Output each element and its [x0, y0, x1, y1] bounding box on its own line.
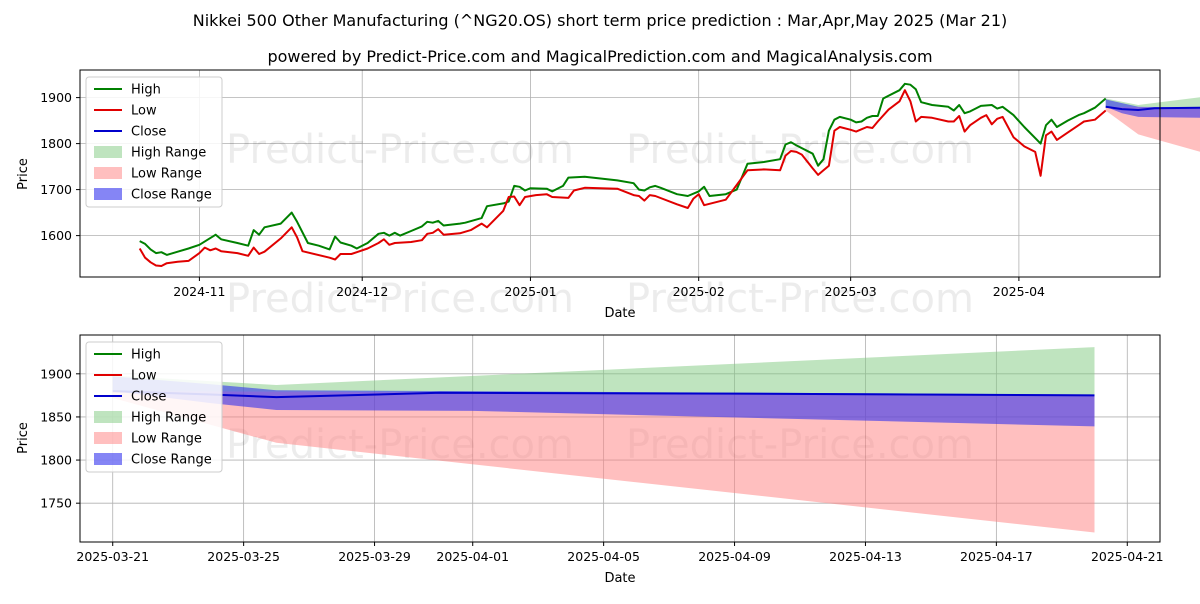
bottom-legend: High Low Close High Range Low Range Close Ran…	[85, 341, 223, 473]
x-tick-label: 2025-04-05	[567, 549, 640, 564]
high-range-band	[112, 347, 1095, 395]
legend-label: Close	[131, 390, 166, 405]
x-tick-label: 2025-03-21	[76, 549, 149, 564]
legend-label: High	[131, 348, 161, 363]
low-series-line	[138, 89, 1107, 267]
top-y-axis-label: Price	[16, 158, 31, 190]
legend-swatch-patch	[94, 411, 122, 423]
x-tick-label: 2025-04-17	[960, 549, 1033, 564]
top-panel: Predict-Price.com Predict-Price.com Pred…	[16, 69, 1200, 322]
y-tick-label: 1700	[40, 182, 72, 197]
legend-label: High Range	[131, 146, 206, 161]
top-axes-frame	[79, 69, 1161, 278]
y-tick-label: 1750	[40, 496, 72, 511]
chart-title: Nikkei 500 Other Manufacturing (^NG20.OS…	[193, 11, 1008, 30]
watermark-top-4: Predict-Price.com	[626, 276, 974, 322]
close-range-band	[112, 376, 1095, 427]
x-tick-label: 2025-04	[993, 284, 1045, 299]
legend-label: Low	[131, 369, 157, 384]
legend-label: Close Range	[131, 453, 212, 468]
bottom-plot-area	[112, 347, 1095, 533]
legend-label: Close	[131, 125, 166, 140]
x-tick-label: 2025-04-09	[698, 549, 771, 564]
y-tick-label: 1850	[40, 409, 72, 424]
x-tick-label: 2025-04-21	[1091, 549, 1164, 564]
y-tick-label: 1900	[40, 366, 72, 381]
x-tick-label: 2025-03-25	[207, 549, 280, 564]
low-range-band	[112, 391, 1095, 533]
y-tick-label: 1800	[40, 453, 72, 468]
legend-label: Low Range	[131, 432, 202, 447]
x-tick-label: 2025-03	[825, 284, 877, 299]
legend-label: Low Range	[131, 167, 202, 182]
x-tick-label: 2025-02	[673, 284, 725, 299]
top-x-ticks: 2024-11 2024-12 2025-01 2025-02 2025-03 2025-…	[173, 277, 1045, 299]
legend-swatch-patch	[94, 453, 122, 465]
y-tick-label: 1800	[40, 136, 72, 151]
y-tick-label: 1900	[40, 90, 72, 105]
top-legend: High Low Close High Range Low Range Close Ran…	[85, 76, 223, 208]
bottom-y-axis-label: Price	[16, 422, 31, 454]
legend-label: High Range	[131, 411, 206, 426]
watermark-top-1: Predict-Price.com	[226, 127, 574, 173]
x-tick-label: 2024-11	[173, 284, 225, 299]
legend-label: Low	[131, 104, 157, 119]
bottom-axes-frame	[79, 334, 1161, 543]
top-grid	[80, 70, 1160, 277]
legend-swatch-patch	[94, 432, 122, 444]
close-series-line	[1105, 105, 1200, 111]
x-tick-label: 2025-03-29	[338, 549, 411, 564]
legend-swatch-patch	[94, 188, 122, 200]
y-tick-label: 1600	[40, 228, 72, 243]
top-plot-area	[138, 82, 1200, 267]
x-tick-label: 2025-01	[504, 284, 556, 299]
watermark-top-2: Predict-Price.com	[626, 127, 974, 173]
bottom-panel: Predict-Price.com Predict-Price.com 2025…	[16, 334, 1164, 586]
x-tick-label: 2024-12	[336, 284, 388, 299]
top-y-ticks: 1600 1700 1800 1900	[40, 90, 80, 243]
bottom-x-ticks: 2025-03-21 2025-03-25 2025-03-29 2025-04-01…	[76, 542, 1164, 564]
legend-label: Close Range	[131, 188, 212, 203]
bottom-x-axis-label: Date	[604, 571, 635, 586]
legend-swatch-patch	[94, 167, 122, 179]
top-x-axis-label: Date	[604, 306, 635, 321]
watermark-top-3: Predict-Price.com	[226, 276, 574, 322]
chart-subtitle: powered by Predict-Price.com and Magical…	[267, 47, 932, 66]
high-series-line	[139, 82, 1107, 256]
legend-label: High	[131, 83, 161, 98]
x-tick-label: 2025-04-01	[436, 549, 509, 564]
x-tick-label: 2025-04-13	[829, 549, 902, 564]
bottom-y-ticks: 1750 1800 1850 1900	[40, 366, 80, 511]
legend-swatch-patch	[94, 146, 122, 158]
low-range-band	[1105, 106, 1200, 152]
